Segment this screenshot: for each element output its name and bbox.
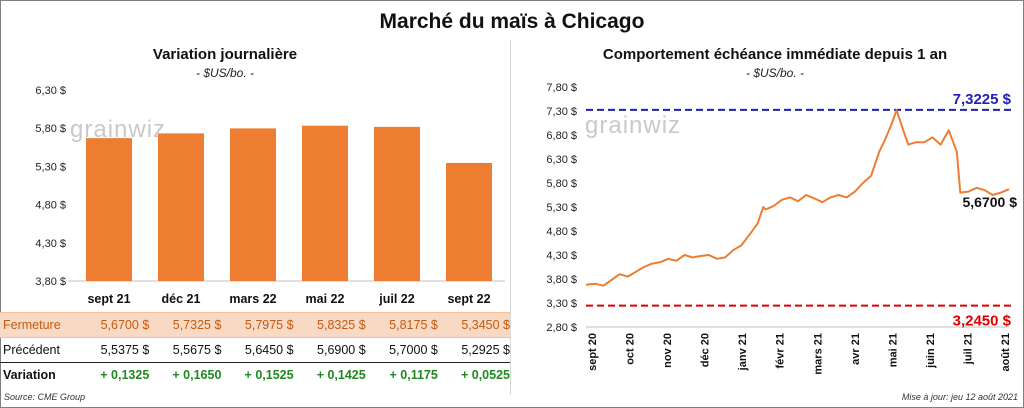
table-row-variation: Variation + 0,1325 + 0,1650 + 0,1525 + 0… [0, 362, 510, 387]
table-cell: + 0,0525 [437, 362, 510, 387]
x-tick-label: juil 22 [378, 292, 414, 306]
x-tick-label: déc 20 [700, 333, 712, 367]
table-cell: + 0,1525 [221, 362, 294, 387]
table-cell: + 0,1425 [293, 362, 366, 387]
min-label: 3,2450 $ [953, 313, 1012, 330]
row-label: Variation [0, 362, 78, 387]
y-tick-label: 4,80 $ [35, 200, 66, 212]
bar [86, 138, 132, 281]
right-subtitle: Comportement échéance immédiate depuis 1… [602, 46, 948, 63]
bar [446, 162, 492, 281]
y-tick-label: 5,30 $ [546, 202, 577, 214]
x-tick-label: août 21 [1000, 333, 1012, 372]
y-tick-label: 4,80 $ [546, 226, 577, 238]
y-tick-label: 3,80 $ [35, 276, 66, 288]
bar [374, 126, 420, 281]
y-tick-label: 7,30 $ [546, 106, 577, 118]
source-note: Source: CME Group [4, 392, 86, 402]
y-tick-label: 4,30 $ [546, 250, 577, 262]
right-unit: - $US/bo. - [745, 66, 805, 80]
x-tick-label: févr 21 [775, 333, 787, 368]
table-cell: + 0,1325 [77, 362, 150, 387]
table-cell: 5,7325 $ [149, 312, 222, 338]
y-tick-label: 2,80 $ [546, 322, 577, 334]
left-subtitle: Variation journalière [152, 46, 298, 63]
x-tick-label: mai 21 [887, 333, 899, 367]
x-tick-label: sept 20 [587, 333, 599, 371]
left-unit: - $US/bo. - [195, 66, 255, 80]
price-line [585, 109, 1010, 287]
y-tick-label: 4,30 $ [35, 238, 66, 250]
table-cell: 5,2925 $ [461, 343, 510, 357]
row-label: Précédent [3, 343, 60, 357]
x-tick-label: juin 21 [925, 333, 937, 369]
y-tick-label: 6,30 $ [35, 85, 66, 97]
main-title: Marché du maïs à Chicago [379, 10, 645, 33]
x-tick-label: mai 22 [306, 292, 345, 306]
price-table: Fermeture 5,6700 $ 5,7325 $ 5,7975 $ 5,8… [0, 312, 510, 387]
table-cell: 5,7975 $ [221, 312, 294, 338]
table-cell: 5,8175 $ [365, 312, 438, 338]
y-tick-label: 7,80 $ [546, 82, 577, 94]
table-cell: 5,5675 $ [172, 343, 222, 357]
table-cell: 5,3450 $ [437, 312, 510, 338]
bar [302, 125, 348, 281]
x-tick-label: sept 22 [447, 292, 490, 306]
y-tick-label: 3,80 $ [546, 274, 577, 286]
watermark-right: grainwiz [585, 112, 682, 139]
max-label: 7,3225 $ [953, 91, 1012, 108]
table-cell: 5,7000 $ [389, 343, 438, 357]
y-tick-label: 3,30 $ [546, 298, 577, 310]
bar [158, 133, 204, 281]
x-tick-label: sept 21 [87, 292, 130, 306]
y-tick-label: 6,30 $ [546, 154, 577, 166]
x-tick-label: nov 20 [662, 333, 674, 368]
table-cell: + 0,1650 [149, 362, 222, 387]
y-tick-label: 6,80 $ [546, 130, 577, 142]
panel-divider [510, 40, 511, 395]
table-row-previous: Précédent 5,5375 $ 5,5675 $ 5,6450 $ 5,6… [0, 338, 510, 363]
x-tick-label: avr 21 [850, 333, 862, 365]
y-tick-label: 5,80 $ [546, 178, 577, 190]
x-tick-label: juil 21 [962, 333, 974, 365]
table-cell: 5,6900 $ [317, 343, 366, 357]
x-tick-label: janv 21 [737, 333, 749, 371]
table-cell: 5,6700 $ [77, 312, 150, 338]
table-cell: 5,6450 $ [244, 343, 294, 357]
table-cell: 5,5375 $ [100, 343, 150, 357]
x-tick-label: oct 20 [625, 333, 637, 365]
bar-chart: 3,80 $ 4,30 $ 4,80 $ 5,30 $ 5,80 $ 6,30 $ sept… [35, 85, 505, 306]
update-note: Mise à jour: jeu 12 août 2021 [901, 392, 1018, 402]
y-tick-label: 5,80 $ [35, 123, 66, 135]
table-cell: + 0,1175 [365, 362, 438, 387]
x-tick-label: déc 21 [162, 292, 201, 306]
bar [230, 128, 276, 281]
x-tick-label: mars 21 [812, 333, 824, 375]
y-tick-label: 5,30 $ [35, 161, 66, 173]
table-cell: 5,8325 $ [293, 312, 366, 338]
table-row-close: Fermeture 5,6700 $ 5,7325 $ 5,7975 $ 5,8… [0, 312, 510, 338]
x-tick-label: mars 22 [229, 292, 276, 306]
line-chart: 2,80 $ 3,30 $ 3,80 $ 4,30 $ 4,80 $ 5,30 $ 5,80… [546, 82, 1018, 375]
row-label: Fermeture [0, 312, 78, 338]
last-value-label: 5,6700 $ [963, 194, 1018, 210]
